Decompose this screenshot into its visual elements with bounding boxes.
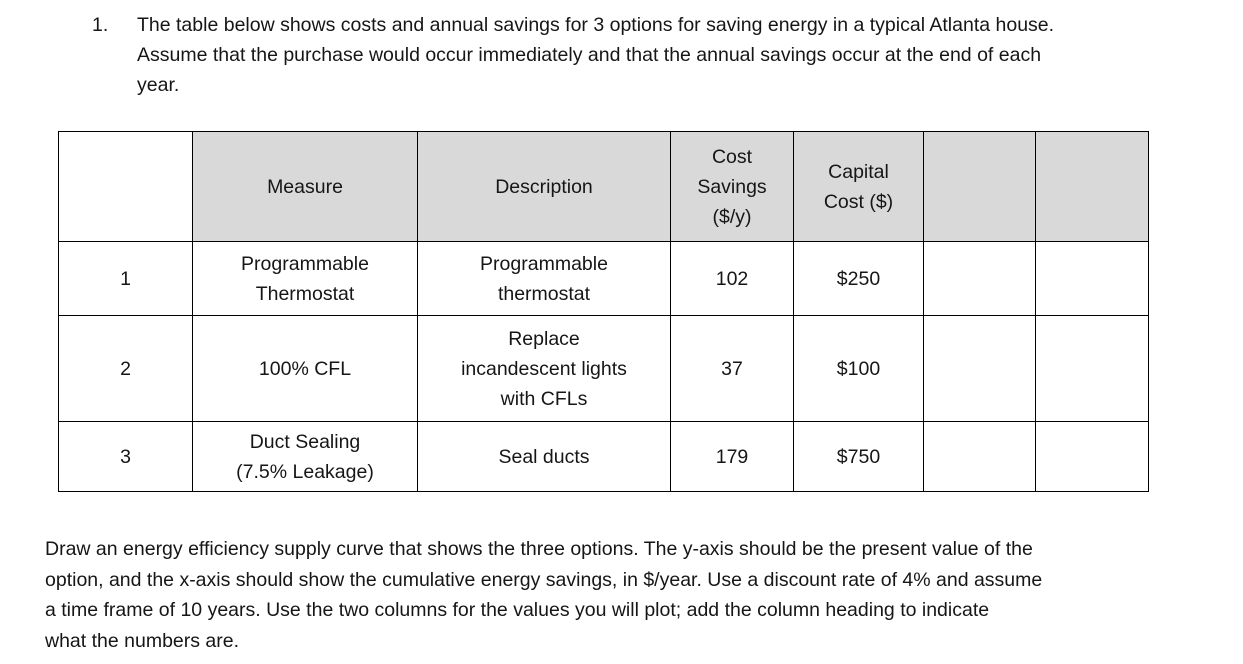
description-cell: Seal ducts <box>417 421 671 492</box>
row-number-cell: 2 <box>58 315 193 422</box>
empty-cell-2 <box>1035 421 1149 492</box>
header-capital-cost: Capital Cost ($) <box>793 131 924 242</box>
cost-savings-cell: 179 <box>670 421 794 492</box>
header-cost-savings: Cost Savings ($/y) <box>670 131 794 242</box>
measure-cell: Duct Sealing (7.5% Leakage) <box>192 421 418 492</box>
capital-cost-cell: $100 <box>793 315 924 422</box>
table-row: 1 Programmable Thermostat Programmable t… <box>58 241 1149 316</box>
empty-cell-1 <box>923 241 1036 316</box>
row-number-cell: 3 <box>58 421 193 492</box>
cost-savings-cell: 102 <box>670 241 794 316</box>
instructions-paragraph: Draw an energy efficiency supply curve t… <box>45 538 1043 652</box>
header-empty-2 <box>1035 131 1149 242</box>
empty-cell-2 <box>1035 241 1149 316</box>
problem-statement: 1. The table below shows costs and annua… <box>92 0 1235 100</box>
description-cell: Replace incandescent lights with CFLs <box>417 315 671 422</box>
header-spacer <box>58 131 193 242</box>
header-empty-1 <box>923 131 1036 242</box>
empty-cell-1 <box>923 315 1036 422</box>
description-cell: Programmable thermostat <box>417 241 671 316</box>
table-row: 2 100% CFL Replace incandescent lights w… <box>58 315 1149 422</box>
measure-cell: 100% CFL <box>192 315 418 422</box>
empty-cell-1 <box>923 421 1036 492</box>
problem-number: 1. <box>92 14 109 36</box>
energy-options-table: Measure Description Cost Savings ($/y) C… <box>58 131 1149 492</box>
cost-savings-cell: 37 <box>670 315 794 422</box>
table-row: 3 Duct Sealing (7.5% Leakage) Seal ducts… <box>58 421 1149 492</box>
capital-cost-cell: $750 <box>793 421 924 492</box>
problem-text: The table below shows costs and annual s… <box>137 14 1055 96</box>
empty-cell-2 <box>1035 315 1149 422</box>
row-number-cell: 1 <box>58 241 193 316</box>
capital-cost-cell: $250 <box>793 241 924 316</box>
header-measure: Measure <box>192 131 418 242</box>
table-header-row: Measure Description Cost Savings ($/y) C… <box>58 131 1149 242</box>
measure-cell: Programmable Thermostat <box>192 241 418 316</box>
header-description: Description <box>417 131 671 242</box>
